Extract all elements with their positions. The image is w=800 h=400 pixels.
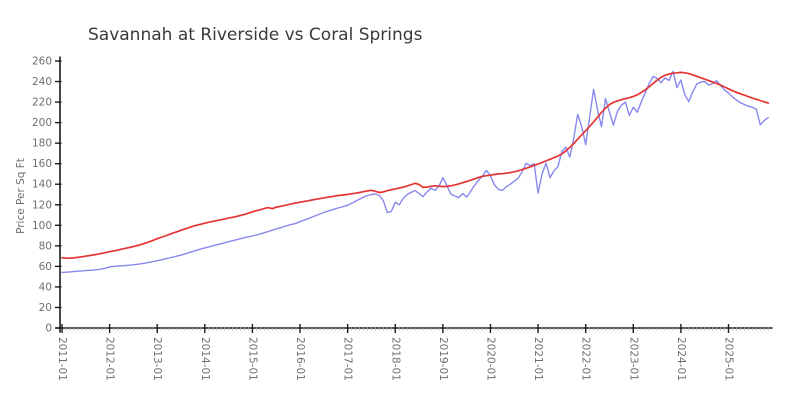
plot-lines bbox=[61, 70, 770, 274]
x-tick-label: 2023-01 bbox=[627, 337, 639, 381]
y-tick-label: 120 bbox=[32, 199, 52, 211]
x-tick-label: 2012-01 bbox=[104, 337, 116, 381]
y-tick-label: 260 bbox=[32, 56, 52, 68]
y-tick-label: 0 bbox=[45, 323, 52, 335]
x-tick-label: 2017-01 bbox=[342, 337, 354, 381]
y-tick-label: 180 bbox=[32, 138, 52, 150]
y-tick-label: 40 bbox=[39, 281, 52, 293]
y-axis-label: Price Per Sq Ft bbox=[15, 158, 27, 234]
y-tick-label: 220 bbox=[32, 97, 52, 109]
y-tick-label: 240 bbox=[32, 76, 52, 88]
chart-title: Savannah at Riverside vs Coral Springs bbox=[88, 25, 423, 45]
y-tick-label: 100 bbox=[32, 220, 52, 232]
y-axis: 0 20 40 60 80 100 120 140 160 180 200 220 240 260 bbox=[32, 56, 62, 335]
x-axis: 2011-01 2012-01 2013-01 2014-01 2015-01 2016-… bbox=[55, 324, 773, 381]
y-tick-label: 160 bbox=[32, 158, 52, 170]
red-line bbox=[61, 71, 770, 260]
x-tick-label: 2011-01 bbox=[56, 337, 68, 381]
x-tick-label: 2025-01 bbox=[723, 337, 735, 381]
x-tick-label: 2015-01 bbox=[246, 337, 258, 381]
y-tick-label: 140 bbox=[32, 179, 52, 191]
x-tick-label: 2019-01 bbox=[437, 337, 449, 381]
x-tick-label: 2018-01 bbox=[389, 337, 401, 381]
y-tick-label: 80 bbox=[39, 240, 52, 252]
x-tick-label: 2021-01 bbox=[532, 337, 544, 381]
x-tick-label: 2013-01 bbox=[151, 337, 163, 381]
x-tick-label: 2014-01 bbox=[199, 337, 211, 381]
x-tick-label: 2022-01 bbox=[580, 337, 592, 381]
blue-line bbox=[61, 70, 769, 274]
x-tick-label: 2020-01 bbox=[484, 337, 496, 381]
y-tick-label: 200 bbox=[32, 117, 52, 129]
y-tick-label: 20 bbox=[39, 302, 52, 314]
y-tick-label: 60 bbox=[39, 261, 52, 273]
x-tick-label: 2024-01 bbox=[675, 337, 687, 381]
x-tick-label: 2016-01 bbox=[294, 337, 306, 381]
